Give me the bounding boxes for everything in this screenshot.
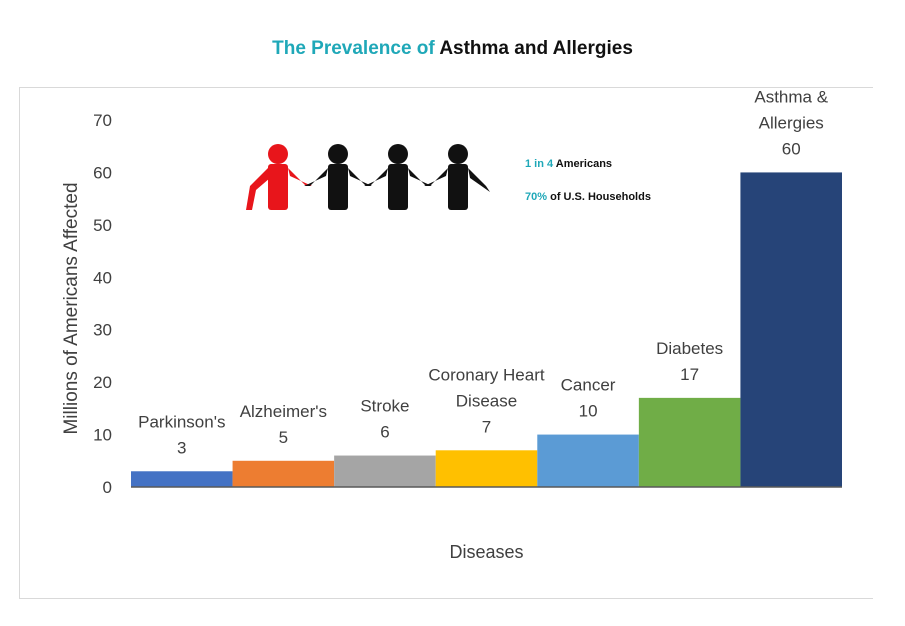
data-label: 10	[579, 402, 598, 421]
bar	[537, 434, 639, 487]
chart-title: The Prevalence of Asthma and Allergies	[0, 38, 905, 60]
bar	[334, 455, 436, 487]
y-axis-title: Millions of Americans Affected	[61, 182, 82, 434]
category-label: Allergies	[759, 113, 824, 132]
callout-ratio-text: Americans	[555, 158, 613, 170]
data-label: 60	[782, 139, 801, 158]
data-label: 7	[482, 417, 491, 436]
y-tick-label: 70	[93, 111, 112, 130]
category-label: Disease	[456, 391, 517, 410]
bar	[638, 397, 741, 487]
callout-ratio: 1 in 4 Americans	[525, 158, 612, 170]
bar	[740, 172, 842, 487]
x-axis-title: Diseases	[449, 542, 523, 562]
category-label: Coronary Heart	[428, 365, 544, 384]
callout-households: 70% of U.S. Households	[525, 191, 651, 203]
data-label: 5	[279, 428, 288, 447]
bar	[131, 471, 233, 487]
y-tick-label: 30	[93, 321, 112, 340]
callout-ratio-accent: 1 in 4	[525, 158, 554, 170]
callout-households-accent: 70%	[525, 191, 548, 203]
bar	[232, 460, 335, 487]
y-tick-label: 10	[93, 426, 112, 445]
category-label: Stroke	[360, 397, 409, 416]
data-label: 3	[177, 438, 186, 457]
callout-households-text: of U.S. Households	[550, 191, 651, 203]
y-tick-label: 40	[93, 268, 112, 287]
data-label: 6	[380, 423, 389, 442]
chart-frame	[19, 87, 873, 599]
bar	[435, 450, 538, 487]
title-accent: The Prevalence of	[272, 38, 435, 59]
y-tick-label: 60	[93, 163, 112, 182]
person-black-icon	[364, 144, 432, 210]
person-black-icon	[304, 144, 372, 210]
category-label: Asthma &	[754, 87, 828, 106]
category-label: Parkinson's	[138, 412, 225, 431]
data-label: 17	[680, 365, 699, 384]
person-black-icon	[424, 144, 490, 210]
category-label: Cancer	[561, 376, 616, 395]
person-red-icon	[246, 144, 312, 210]
category-label: Diabetes	[656, 339, 723, 358]
people-icon	[246, 144, 490, 210]
category-label: Alzheimer's	[240, 402, 327, 421]
y-tick-label: 20	[93, 373, 112, 392]
title-main: Asthma and Allergies	[439, 38, 633, 59]
y-tick-label: 0	[103, 478, 112, 497]
y-tick-label: 50	[93, 216, 112, 235]
